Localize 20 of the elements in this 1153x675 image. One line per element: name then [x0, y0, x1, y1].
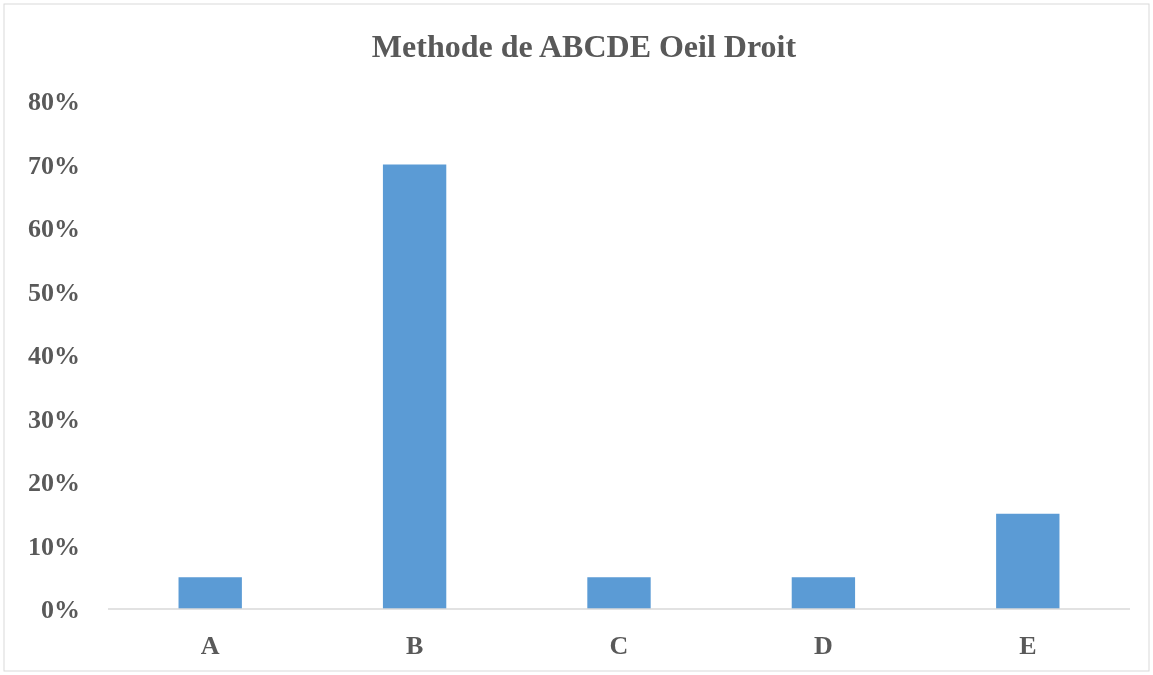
bar	[791, 577, 856, 609]
y-tick-label: 0%	[41, 595, 80, 625]
y-tick-label: 10%	[28, 531, 80, 561]
chart-title: Methode de ABCDE Oeil Droit	[371, 28, 797, 64]
y-tick-label: 20%	[28, 468, 80, 498]
y-tick-label: 30%	[28, 404, 80, 434]
bar	[996, 513, 1060, 609]
x-tick-label: A	[200, 631, 220, 660]
y-tick-label: 40%	[28, 341, 80, 371]
bar	[382, 164, 447, 609]
y-tick-label: 50%	[28, 277, 80, 307]
y-tick-label: 70%	[28, 150, 80, 180]
y-tick-label: 80%	[28, 87, 80, 117]
y-tick-label: 60%	[28, 214, 80, 244]
x-tick-label: D	[814, 631, 833, 660]
bar	[587, 577, 651, 609]
x-tick-label: C	[609, 631, 629, 660]
x-tick-label: E	[1019, 631, 1037, 660]
x-tick-label: B	[405, 631, 424, 660]
bar	[178, 577, 242, 609]
